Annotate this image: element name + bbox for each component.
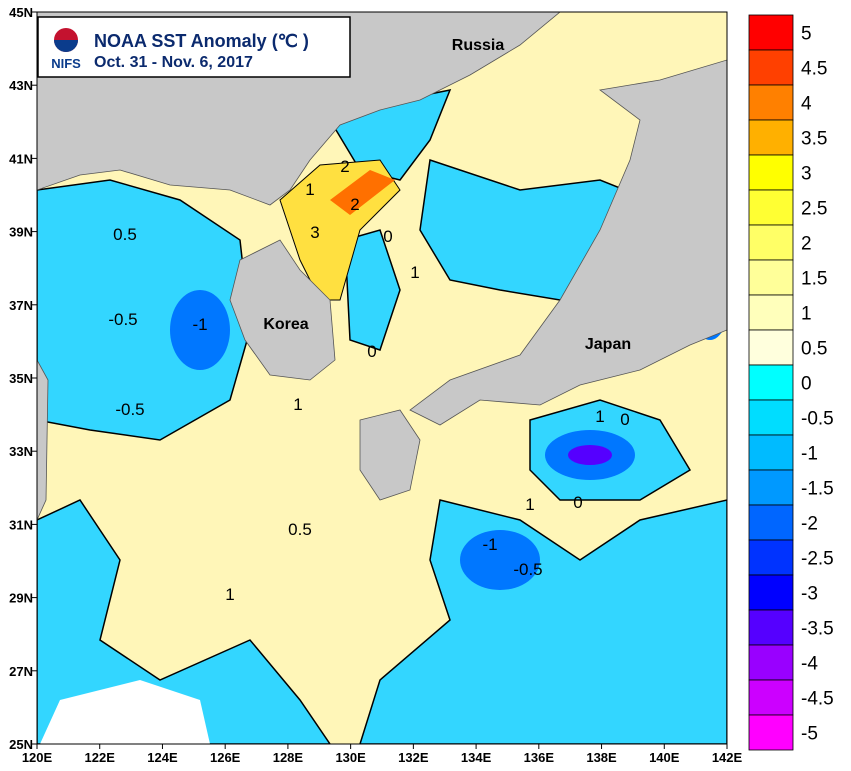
contour-label: 0: [383, 227, 392, 246]
contour-label: 1: [305, 180, 314, 199]
contour-label: -0.5: [513, 560, 542, 579]
colorbar-label: -0.5: [801, 409, 834, 430]
colorbar-label: 3.5: [801, 129, 827, 150]
contour-label: -1: [192, 315, 207, 334]
contour-label: -0.5: [108, 310, 137, 329]
contour-label: 0: [620, 410, 629, 429]
contour-label: 0.5: [288, 520, 312, 539]
place-label: Japan: [585, 336, 631, 353]
colorbar-swatch: [748, 399, 794, 436]
place-label: Russia: [452, 37, 505, 54]
missing-data: [40, 680, 210, 744]
contour-label: 1: [225, 585, 234, 604]
contour-label: 0: [573, 493, 582, 512]
contour-label: 1: [410, 263, 419, 282]
colorbar-swatch: [748, 224, 794, 261]
y-tick-label: 27N: [9, 664, 33, 679]
colorbar-swatch: [748, 434, 794, 471]
x-tick-label: 124E: [147, 750, 178, 765]
x-tick-label: 138E: [586, 750, 617, 765]
positive-anomaly: [279, 159, 401, 301]
title-box-bg: [37, 16, 351, 78]
colorbar-swatch: [748, 119, 794, 156]
y-tick-label: 39N: [9, 225, 33, 240]
colorbar-label: 4: [801, 94, 812, 115]
colorbar-label: 2.5: [801, 199, 827, 220]
colorbar-label: 3: [801, 164, 812, 185]
colorbar-label: -3: [801, 584, 818, 605]
y-tick-label: 31N: [9, 517, 33, 532]
colorbar-swatch: [748, 329, 794, 366]
colorbar-label: 1.5: [801, 269, 827, 290]
y-tick-label: 33N: [9, 444, 33, 459]
x-tick-label: 140E: [649, 750, 680, 765]
colorbar-label: 5: [801, 24, 812, 45]
colorbar-label: -1: [801, 444, 818, 465]
contour-label: 1: [525, 495, 534, 514]
contour-label: 1: [293, 395, 302, 414]
colorbar-label: -5: [801, 724, 818, 745]
colorbar-swatch: [748, 504, 794, 541]
colorbar-label: 1: [801, 304, 812, 325]
y-tick-label: 41N: [9, 151, 33, 166]
x-tick-label: 134E: [461, 750, 492, 765]
x-tick-label: 130E: [335, 750, 366, 765]
colorbar-swatch: [748, 154, 794, 191]
contour-label: -1: [482, 535, 497, 554]
colorbar-swatch: [748, 679, 794, 716]
place-label: Korea: [263, 316, 308, 333]
colorbar-swatch: [748, 539, 794, 576]
y-tick-label: 43N: [9, 78, 33, 93]
x-tick-label: 120E: [22, 750, 53, 765]
y-tick-label: 45N: [9, 5, 33, 20]
y-tick-label: 35N: [9, 371, 33, 386]
colorbar-label: -2.5: [801, 549, 834, 570]
x-tick-label: 122E: [85, 750, 116, 765]
colorbar-swatch: [748, 294, 794, 331]
x-tick-label: 126E: [210, 750, 241, 765]
colorbar-label: 0.5: [801, 339, 827, 360]
logo-text: NIFS: [51, 56, 81, 71]
colorbar-label: 4.5: [801, 59, 827, 80]
colorbar-swatch: [748, 84, 794, 121]
contour-label: 1: [595, 407, 604, 426]
title-box: NIFS NOAA SST Anomaly (℃ ) Oct. 31 - Nov…: [37, 16, 351, 78]
colorbar-swatch: [748, 714, 794, 751]
colorbar-swatch: [748, 189, 794, 226]
x-tick-label: 136E: [524, 750, 555, 765]
colorbar-swatch: [748, 644, 794, 681]
colorbar-label: -2: [801, 514, 818, 535]
logo-part: [54, 40, 78, 52]
colorbar-swatch: [748, 259, 794, 296]
strongest-negative: [568, 445, 612, 465]
y-tick-label: 25N: [9, 737, 33, 752]
colorbar-label: 2: [801, 234, 812, 255]
contour-label: 0.5: [113, 225, 137, 244]
colorbar-swatch: [748, 469, 794, 506]
colorbar-swatch: [748, 574, 794, 611]
colorbar-swatch: [748, 14, 794, 51]
colorbar-label: -4: [801, 654, 818, 675]
colorbar-swatch: [748, 609, 794, 646]
contour-label: 0: [367, 342, 376, 361]
y-tick-label: 29N: [9, 591, 33, 606]
colorbar-label: -1.5: [801, 479, 834, 500]
period: Oct. 31 - Nov. 6, 2017: [94, 54, 253, 71]
colorbar-swatch: [748, 364, 794, 401]
colorbar-swatch: [748, 49, 794, 86]
x-tick-label: 142E: [712, 750, 743, 765]
contour-label: 2: [350, 195, 359, 214]
colorbar-label: -4.5: [801, 689, 834, 710]
colorbar-label: -3.5: [801, 619, 834, 640]
colorbar-label: 0: [801, 374, 812, 395]
map-field: [37, 12, 727, 744]
x-tick-label: 128E: [273, 750, 304, 765]
contour-label: -0.5: [115, 400, 144, 419]
contour-label: 2: [340, 157, 349, 176]
y-tick-label: 37N: [9, 298, 33, 313]
contour-label: 3: [310, 223, 319, 242]
x-tick-label: 132E: [398, 750, 429, 765]
title: NOAA SST Anomaly (℃ ): [94, 31, 309, 51]
